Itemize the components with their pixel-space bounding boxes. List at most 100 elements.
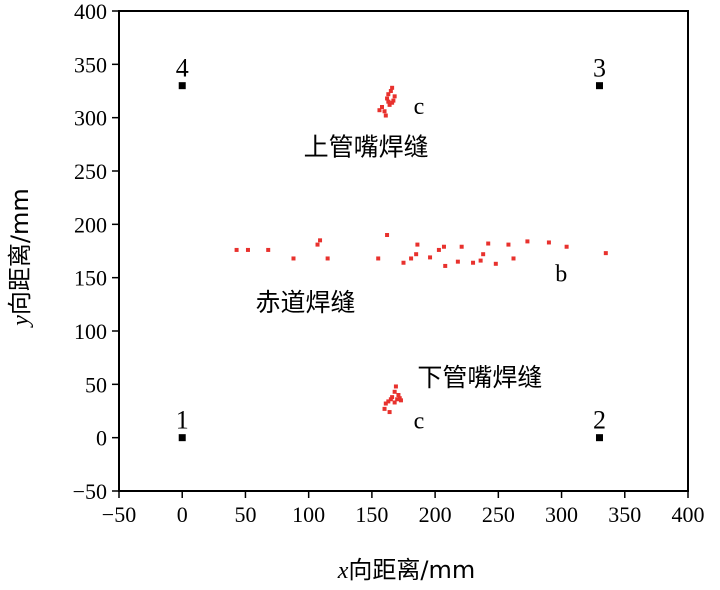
data-point (383, 401, 388, 406)
data-point (603, 251, 608, 256)
data-point (377, 108, 382, 113)
y-tick-label: 400 (74, 0, 107, 24)
corner-marker (178, 434, 186, 442)
y-tick-labels: 400 350 300 250 200 150 100 50 0 −50 (73, 0, 107, 504)
point-group-letter: b (555, 261, 567, 287)
corner-label: 2 (593, 406, 606, 435)
x-tick-label: 400 (672, 502, 705, 527)
data-point (382, 109, 387, 114)
x-axis-title: x向距离/mm (337, 556, 476, 584)
data-point (318, 238, 323, 243)
data-point (506, 242, 511, 247)
data-point (392, 389, 397, 394)
point-group-letter: c (414, 94, 425, 120)
corner-label: 1 (176, 406, 189, 435)
data-point (546, 240, 551, 245)
data-point (414, 252, 419, 257)
data-point (436, 247, 441, 252)
data-point (471, 260, 476, 265)
data-point (409, 256, 414, 261)
data-point (390, 100, 395, 105)
data-point (390, 85, 395, 90)
data-point (325, 256, 330, 261)
data-point (315, 242, 320, 247)
y-tick-label: 300 (74, 106, 107, 131)
data-point (443, 263, 448, 268)
y-tick-label: 250 (74, 159, 107, 184)
data-point (382, 406, 387, 411)
data-point (385, 96, 390, 101)
data-point (266, 247, 271, 252)
data-point (478, 258, 483, 263)
data-point (386, 92, 391, 97)
data-point (525, 239, 530, 244)
y-axis-title: y向距离/mm (6, 188, 34, 328)
data-point (401, 260, 406, 265)
data-point (481, 252, 486, 257)
data-point (428, 255, 433, 260)
data-point (388, 89, 393, 93)
x-tick-labels: −50 0 50 100 150 200 250 300 350 400 (102, 502, 705, 527)
data-point (390, 395, 395, 400)
x-tick-label: 300 (545, 502, 578, 527)
data-point (455, 259, 460, 264)
data-point (393, 384, 398, 389)
weld-annotation: 下管嘴焊缝 (417, 363, 542, 392)
point-group-letter: c (414, 409, 425, 435)
data-point (386, 399, 391, 404)
x-tick-label: 0 (177, 502, 188, 527)
y-axis-variable: y (8, 315, 34, 328)
data-point (245, 247, 250, 252)
tick-marks (112, 10, 689, 498)
data-point (391, 98, 396, 103)
data-point (396, 393, 401, 397)
data-point (376, 256, 381, 261)
x-tick-label: 100 (292, 502, 325, 527)
corner-marker (595, 434, 603, 442)
data-points (234, 85, 608, 415)
data-point (564, 244, 569, 249)
y-tick-label: 350 (74, 52, 107, 77)
data-point (392, 400, 397, 405)
y-tick-label: 150 (74, 266, 107, 291)
data-point (380, 105, 385, 109)
y-tick-label: 50 (85, 372, 107, 397)
data-point (291, 256, 296, 261)
y-axis-unit-text: 向距离/mm (6, 188, 34, 315)
corner-label: 3 (593, 54, 606, 83)
data-point (486, 241, 491, 246)
weld-annotation: 上管嘴焊缝 (304, 132, 429, 161)
data-point (397, 396, 402, 401)
data-point (387, 410, 392, 415)
x-axis-variable: x (337, 558, 349, 584)
data-point (511, 256, 516, 261)
y-tick-label: 0 (96, 426, 107, 451)
x-tick-label: 50 (234, 502, 256, 527)
data-point (388, 397, 393, 402)
data-point (441, 244, 446, 249)
x-tick-label: 250 (482, 502, 515, 527)
y-tick-label: 100 (74, 319, 107, 344)
corner-marker (595, 82, 603, 90)
data-point (385, 233, 390, 237)
data-point (392, 94, 397, 99)
plot-frame (118, 10, 689, 492)
data-point (383, 113, 388, 118)
data-point (398, 398, 403, 403)
x-tick-label: 150 (355, 502, 388, 527)
corner-markers: 1 2 3 4 (176, 54, 606, 442)
data-point (386, 99, 391, 104)
x-axis-unit-text: 向距离/mm (348, 556, 475, 584)
data-point (387, 102, 392, 107)
weld-annotation: 赤道焊缝 (256, 288, 356, 317)
corner-marker (178, 82, 186, 90)
x-tick-label: 350 (608, 502, 641, 527)
data-point (395, 397, 400, 402)
data-point (459, 244, 464, 249)
data-point (493, 261, 498, 266)
y-tick-label: −50 (73, 479, 107, 504)
data-point (234, 247, 239, 252)
y-tick-label: 200 (74, 212, 107, 237)
